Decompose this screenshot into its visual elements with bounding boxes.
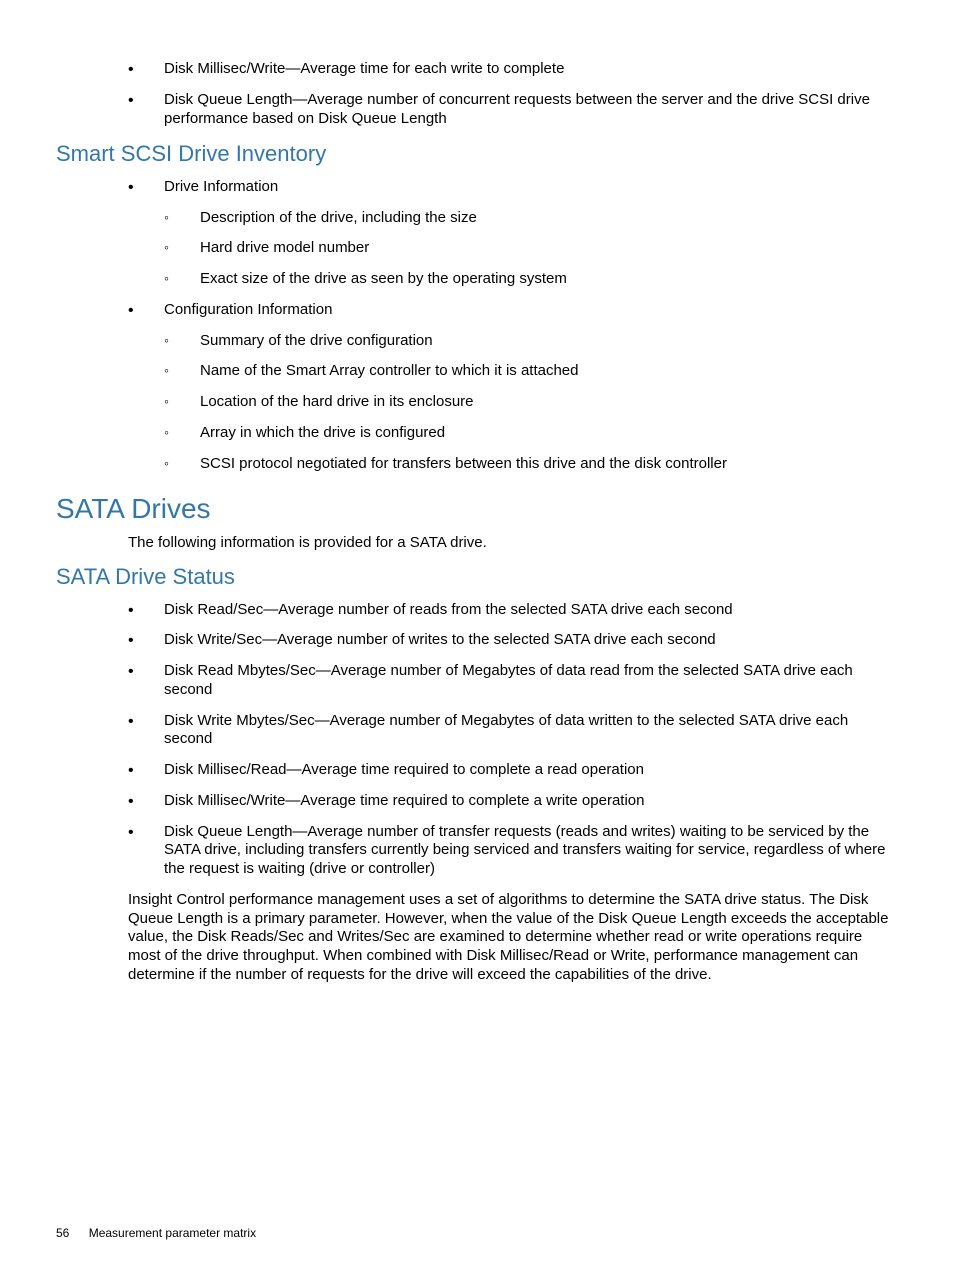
sub-list-item: Name of the Smart Array controller to wh… (164, 362, 898, 381)
sata-paragraph: Insight Control performance management u… (128, 891, 898, 985)
page-content: Disk Millisec/Write—Average time for eac… (0, 0, 954, 1035)
list-item-label: Configuration Information (164, 301, 332, 318)
list-item: Disk Queue Length—Average number of tran… (128, 823, 898, 879)
page-footer: 56 Measurement parameter matrix (56, 1226, 256, 1241)
sub-list-item: Array in which the drive is configured (164, 424, 898, 443)
list-item: Configuration Information Summary of the… (128, 301, 898, 474)
heading-sata-status: SATA Drive Status (56, 563, 898, 591)
footer-label: Measurement parameter matrix (89, 1226, 256, 1240)
sata-intro-paragraph: The following information is provided fo… (128, 534, 898, 553)
page-number: 56 (56, 1226, 69, 1240)
list-item: Disk Queue Length—Average number of conc… (128, 91, 898, 129)
sub-list-item: Location of the hard drive in its enclos… (164, 393, 898, 412)
top-bullet-list: Disk Millisec/Write—Average time for eac… (128, 60, 898, 128)
list-item-label: Drive Information (164, 178, 278, 195)
list-item: Disk Write Mbytes/Sec—Average number of … (128, 712, 898, 750)
scsi-inventory-list: Drive Information Description of the dri… (128, 178, 898, 474)
list-item: Disk Millisec/Write—Average time for eac… (128, 60, 898, 79)
heading-scsi-inventory: Smart SCSI Drive Inventory (56, 140, 898, 168)
list-item: Disk Write/Sec—Average number of writes … (128, 631, 898, 650)
sub-list-item: SCSI protocol negotiated for transfers b… (164, 455, 898, 474)
list-item: Disk Millisec/Write—Average time require… (128, 792, 898, 811)
sub-list-item: Description of the drive, including the … (164, 209, 898, 228)
sata-status-list: Disk Read/Sec—Average number of reads fr… (128, 601, 898, 879)
list-item: Disk Read Mbytes/Sec—Average number of M… (128, 662, 898, 700)
list-item: Drive Information Description of the dri… (128, 178, 898, 289)
sub-list: Description of the drive, including the … (164, 209, 898, 289)
list-item: Disk Millisec/Read—Average time required… (128, 761, 898, 780)
sub-list-item: Hard drive model number (164, 239, 898, 258)
list-item: Disk Read/Sec—Average number of reads fr… (128, 601, 898, 620)
sub-list: Summary of the drive configuration Name … (164, 332, 898, 474)
sub-list-item: Exact size of the drive as seen by the o… (164, 270, 898, 289)
sub-list-item: Summary of the drive configuration (164, 332, 898, 351)
heading-sata-drives: SATA Drives (56, 491, 898, 526)
